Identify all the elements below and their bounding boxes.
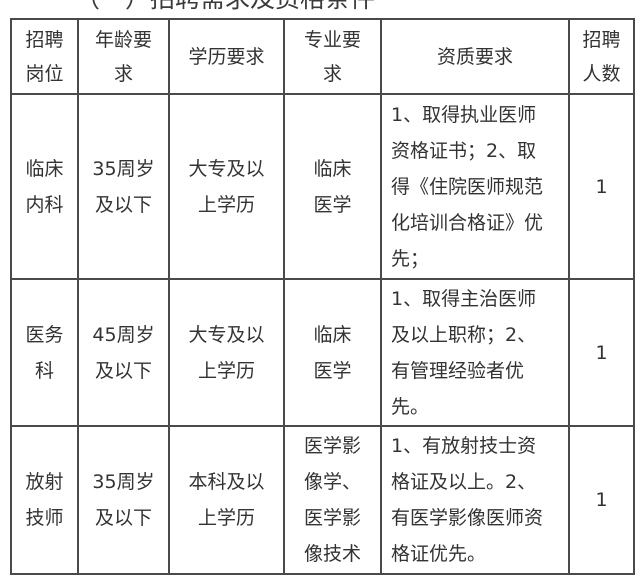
- cell-position: 放射 技师: [10, 425, 79, 575]
- cell-major: 临床 医学: [283, 93, 382, 280]
- table-row: 放射 技师 35周岁 及以下 本科及以 上学历 医学影 像学、 医学影 像技术 …: [10, 425, 635, 575]
- cell-age: 45周岁 及以下: [77, 278, 170, 427]
- header-count: 招聘 人数: [568, 18, 635, 95]
- cell-education: 大专及以 上学历: [168, 278, 285, 427]
- cell-count: 1: [568, 93, 635, 280]
- header-education: 学历要求: [168, 18, 285, 95]
- cell-education: 本科及以 上学历: [168, 425, 285, 575]
- cell-qualification: 1、取得执业医师 资格证书；2、取 得《住院医师规范 化培训合格证》优 先；: [380, 93, 570, 280]
- cell-education: 大专及以 上学历: [168, 93, 285, 280]
- header-qualification: 资质要求: [380, 18, 570, 95]
- cell-count: 1: [568, 278, 635, 427]
- header-major: 专业要 求: [283, 18, 382, 95]
- table-row: 临床 内科 35周岁 及以下 大专及以 上学历 临床 医学 1、取得执业医师 资…: [10, 93, 635, 280]
- cell-qualification: 1、取得主治医师 及以上职称；2、 有管理经验者优 先。: [380, 278, 570, 427]
- table-row: 医务 科 45周岁 及以下 大专及以 上学历 临床 医学 1、取得主治医师 及以…: [10, 278, 635, 427]
- cell-age: 35周岁 及以下: [77, 425, 170, 575]
- cell-position: 临床 内科: [10, 93, 79, 280]
- cell-count: 1: [568, 425, 635, 575]
- cell-qualification: 1、有放射技士资 格证及以上。2、 有医学影像医师资 格证优先。: [380, 425, 570, 575]
- section-title: （一）招聘需求及资格条件: [75, 0, 375, 13]
- header-age: 年龄要 求: [77, 18, 170, 95]
- cell-age: 35周岁 及以下: [77, 93, 170, 280]
- header-position: 招聘 岗位: [10, 18, 79, 95]
- cell-position: 医务 科: [10, 278, 79, 427]
- cell-major: 医学影 像学、 医学影 像技术: [283, 425, 382, 575]
- cell-major: 临床 医学: [283, 278, 382, 427]
- table-header-row: 招聘 岗位 年龄要 求 学历要求 专业要 求 资质要求 招聘 人数: [10, 18, 635, 95]
- recruitment-table: 招聘 岗位 年龄要 求 学历要求 专业要 求 资质要求 招聘 人数 临床 内科 …: [10, 18, 635, 575]
